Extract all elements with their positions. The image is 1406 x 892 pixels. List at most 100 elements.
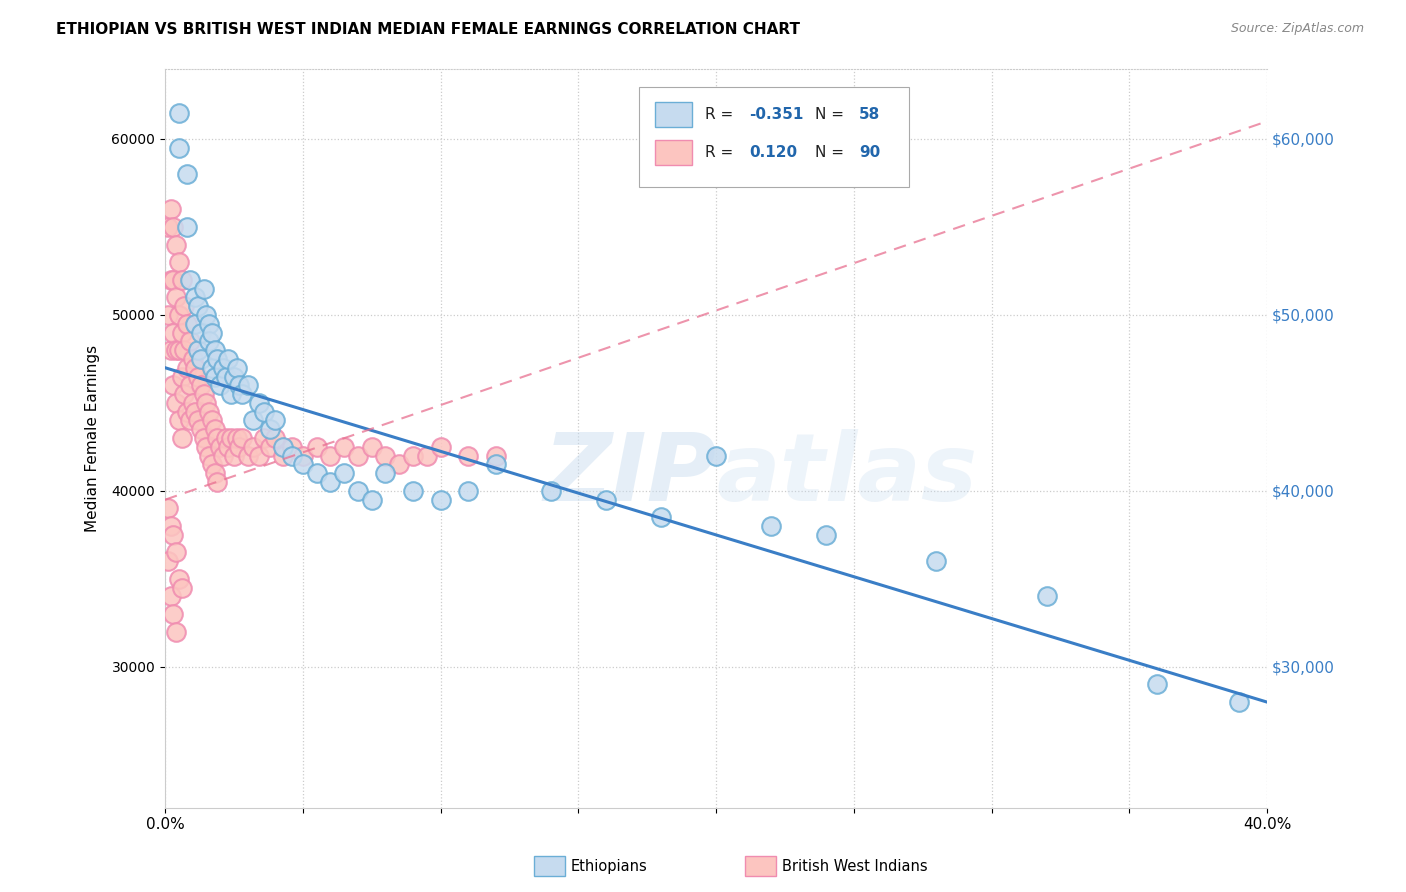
Text: ZIP: ZIP [543,429,716,521]
Point [273,440,295,454]
Point [167,343,190,357]
Point [190,351,212,366]
Point [159,590,181,604]
Bar [655,102,692,127]
Point [195,308,218,322]
Point [280,440,302,454]
Point [225,360,247,375]
Point [280,449,302,463]
Point [209,440,232,454]
Point [1035,590,1057,604]
Point [176,167,198,181]
Point [179,334,201,349]
Point [198,334,221,349]
Point [457,449,479,463]
Point [259,440,281,454]
Text: N =: N = [815,145,849,161]
Point [305,440,328,454]
Point [167,413,190,427]
Point [159,343,181,357]
Point [595,492,617,507]
Text: 58: 58 [859,107,880,122]
Point [159,273,181,287]
Point [704,449,727,463]
Point [190,422,212,436]
Point [170,326,193,340]
Point [374,449,396,463]
Point [201,360,224,375]
Point [347,483,370,498]
Text: -0.351: -0.351 [749,107,803,122]
Text: Source: ZipAtlas.com: Source: ZipAtlas.com [1230,22,1364,36]
Point [247,449,270,463]
Point [264,413,287,427]
Point [173,343,195,357]
Point [176,405,198,419]
Point [236,449,259,463]
Point [170,431,193,445]
Point [429,440,451,454]
Point [231,387,253,401]
Point [219,387,242,401]
Point [207,431,229,445]
Point [925,554,948,568]
Point [360,440,382,454]
Point [195,440,218,454]
Point [204,343,226,357]
Point [156,554,179,568]
Point [156,308,179,322]
Point [333,467,356,481]
Text: British West Indians: British West Indians [782,859,928,873]
Point [214,431,236,445]
Point [170,581,193,595]
Point [159,202,181,217]
Text: atlas: atlas [716,429,977,521]
Point [207,351,229,366]
Point [165,624,187,639]
Point [219,431,242,445]
Point [1229,695,1251,709]
Point [217,351,239,366]
Point [162,219,184,234]
Point [360,492,382,507]
Point [162,607,184,621]
Point [201,458,224,472]
Point [170,273,193,287]
Point [388,458,411,472]
Point [184,290,207,304]
Point [319,475,342,489]
Point [650,510,672,524]
Point [193,431,215,445]
Point [264,431,287,445]
Point [319,449,342,463]
Point [190,326,212,340]
Point [195,396,218,410]
Point [204,369,226,384]
Point [156,501,179,516]
Point [228,378,250,392]
Point [165,237,187,252]
Point [187,299,209,313]
Point [179,378,201,392]
Point [209,378,232,392]
Point [179,413,201,427]
Point [173,299,195,313]
Point [176,360,198,375]
Point [204,467,226,481]
Point [273,449,295,463]
Point [402,483,425,498]
FancyBboxPatch shape [638,87,908,186]
Point [162,273,184,287]
Point [212,360,235,375]
Point [484,449,506,463]
Point [187,413,209,427]
Point [167,141,190,155]
Point [253,405,276,419]
Point [212,449,235,463]
Point [193,281,215,295]
Point [222,369,245,384]
Point [181,396,204,410]
Point [159,519,181,533]
Text: Ethiopians: Ethiopians [571,859,648,873]
Point [193,387,215,401]
